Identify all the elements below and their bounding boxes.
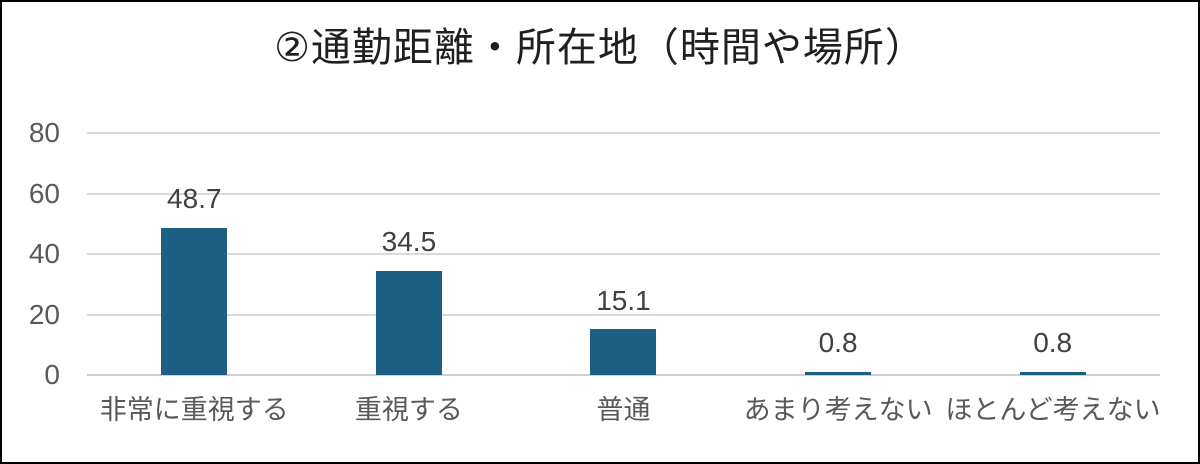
bar — [375, 270, 442, 375]
gridline — [87, 374, 1160, 376]
gridline — [87, 132, 1160, 134]
y-tick-label: 0 — [44, 359, 60, 390]
bar-slot: 15.1 — [516, 133, 731, 375]
category-label: 重視する — [354, 395, 463, 425]
bar — [805, 372, 872, 375]
category-label: 非常に重視する — [99, 395, 289, 425]
chart-title: ②通勤距離・所在地（時間や場所） — [274, 26, 926, 70]
bar-value-label: 0.8 — [1033, 327, 1073, 359]
bar-value-label: 48.7 — [167, 183, 222, 215]
bar — [1019, 372, 1086, 375]
plot-area: 48.7 34.5 15.1 0.8 0.8 — [87, 132, 1160, 376]
bar — [161, 227, 228, 375]
category-label: 普通 — [596, 395, 651, 425]
bar-slot: 0.8 — [945, 133, 1160, 375]
y-axis: 0 20 40 60 80 — [2, 119, 62, 389]
y-tick-label: 40 — [28, 238, 60, 269]
bar-slot: 48.7 — [87, 133, 302, 375]
y-tick-label: 80 — [28, 117, 60, 148]
bar-slot: 34.5 — [302, 133, 517, 375]
bar — [590, 329, 657, 375]
gridline — [87, 192, 1160, 195]
bar-value-label: 15.1 — [596, 284, 651, 316]
gridline — [87, 313, 1160, 316]
gridline — [87, 253, 1160, 255]
x-axis-labels: 非常に重視する 重視する 普通 あまり考えない ほとんど考えない — [87, 394, 1161, 426]
bar-value-label: 0.8 — [818, 327, 858, 359]
category-label: あまり考えない — [743, 395, 933, 425]
y-tick-label: 60 — [28, 177, 60, 209]
y-tick-label: 20 — [28, 298, 60, 330]
bar-slot: 0.8 — [731, 133, 946, 375]
bar-slots: 48.7 34.5 15.1 0.8 0.8 — [87, 133, 1160, 375]
category-label: ほとんど考えない — [945, 395, 1161, 425]
bar-value-label: 34.5 — [381, 226, 437, 258]
